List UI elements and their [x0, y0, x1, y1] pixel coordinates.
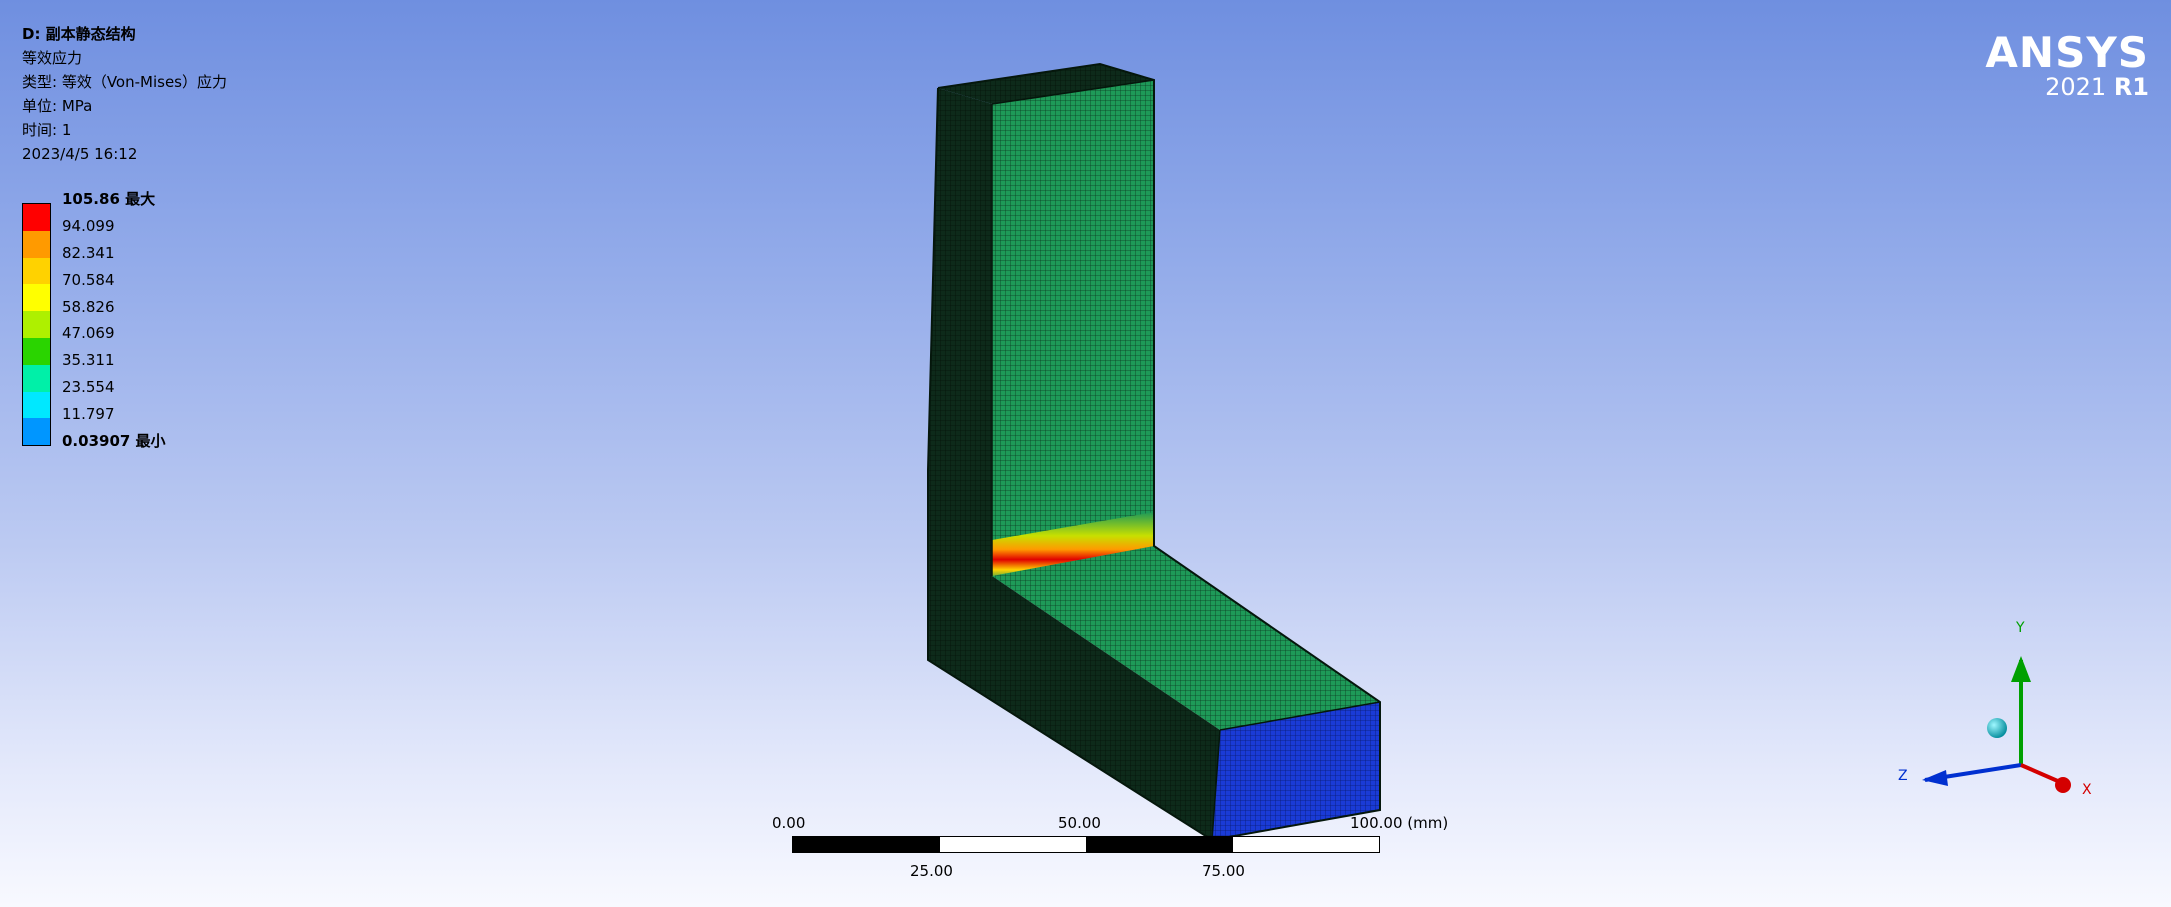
scale-bar: 0.00 50.00 100.00 (mm) 25.00 75.00	[770, 812, 1448, 892]
isometric-view-ball[interactable]	[1987, 718, 2007, 738]
legend-swatch	[23, 337, 50, 365]
z-axis-label: Z	[1898, 768, 1908, 784]
legend-label: 11.797	[62, 405, 115, 423]
scale-tick-0: 0.00	[772, 814, 806, 832]
scale-segment	[1086, 837, 1233, 852]
legend-label: 70.584	[62, 271, 115, 289]
result-info: D: 副本静态结构 等效应力 类型: 等效（Von-Mises）应力 单位: M…	[22, 22, 227, 166]
legend-swatch	[23, 230, 50, 258]
legend-swatch	[23, 391, 50, 419]
legend-label: 58.826	[62, 298, 115, 316]
result-time: 时间: 1	[22, 121, 72, 139]
legend-swatch	[23, 204, 50, 231]
scale-tick-75: 75.00	[1202, 862, 1245, 880]
logo-release: R1	[2113, 73, 2149, 101]
analysis-title: D: 副本静态结构	[22, 25, 136, 43]
scale-tick-100: 100.00 (mm)	[1350, 814, 1449, 832]
scale-tick-25: 25.00	[910, 862, 953, 880]
model-edges	[927, 62, 1381, 842]
legend-swatch	[23, 284, 50, 312]
logo-brand: ANSYS	[1985, 28, 2149, 77]
fillet-stress-band	[992, 512, 1154, 580]
legend-max-label: 105.86 最大	[62, 190, 156, 208]
model-edge	[1219, 701, 1381, 731]
logo-version: 2021 R1	[1985, 74, 2149, 100]
result-name: 等效应力	[22, 49, 83, 67]
model-edge	[1211, 729, 1221, 841]
scale-tick-50: 50.00	[1058, 814, 1101, 832]
legend-label: 82.341	[62, 244, 115, 262]
ansys-logo: ANSYS 2021 R1	[1985, 28, 2149, 101]
coordinate-triad[interactable]: Y Z X	[1880, 610, 2120, 810]
y-axis-arrowhead	[2011, 656, 2031, 682]
vertical-leg-top-face	[938, 64, 1154, 104]
result-type: 类型: 等效（Von-Mises）应力	[22, 73, 227, 91]
scale-segment	[939, 837, 1086, 852]
meshed-model-view[interactable]	[900, 50, 1420, 850]
scale-segment	[793, 837, 940, 852]
legend-swatch	[23, 364, 50, 392]
vertical-leg-side-face	[928, 88, 992, 660]
logo-year: 2021	[2045, 73, 2107, 101]
vertical-leg-front-face	[992, 80, 1154, 576]
legend-label: 35.311	[62, 351, 115, 369]
legend-label: 94.099	[62, 217, 115, 235]
result-unit: 单位: MPa	[22, 97, 93, 115]
x-axis-end-ball	[2055, 777, 2071, 793]
scale-bar-graphic	[792, 836, 1380, 853]
result-date: 2023/4/5 16:12	[22, 145, 138, 163]
z-axis-arrowhead	[1922, 770, 1948, 786]
legend-swatch	[23, 311, 50, 338]
scale-segment	[1232, 837, 1379, 852]
x-axis-line	[2020, 763, 2061, 784]
horizontal-leg-end-face	[1212, 702, 1380, 840]
legend-color-bar	[22, 203, 51, 447]
legend-min-label: 0.03907 最小	[62, 432, 166, 450]
model-edge	[991, 79, 1155, 105]
x-axis-label: X	[2082, 782, 2092, 798]
legend-swatch	[23, 418, 50, 446]
y-axis-label: Y	[2015, 620, 2025, 636]
horizontal-leg-top-face	[992, 546, 1380, 730]
horizontal-leg-side-face	[928, 576, 1220, 840]
legend-label: 23.554	[62, 378, 115, 396]
legend-swatch	[23, 257, 50, 285]
legend-label: 47.069	[62, 324, 115, 342]
